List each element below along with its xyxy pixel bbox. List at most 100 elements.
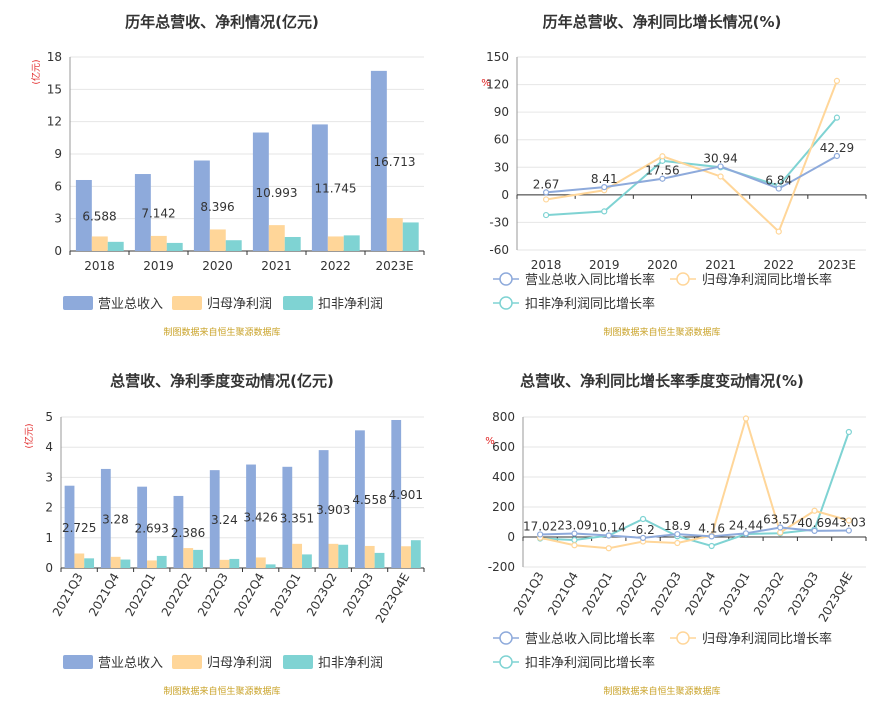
bar bbox=[338, 544, 349, 568]
y-tick-label: 4 bbox=[45, 440, 53, 454]
series-point bbox=[742, 415, 750, 422]
legend[interactable]: 营业总收入 归母净利润 扣非净利润 bbox=[63, 655, 383, 671]
bar bbox=[75, 179, 92, 251]
y-tick-label: 18 bbox=[47, 50, 62, 64]
y-tick-label: 3 bbox=[45, 470, 53, 484]
data-label: 2.725 bbox=[62, 521, 96, 535]
bar bbox=[327, 236, 344, 251]
legend-label: 营业总收入 bbox=[98, 656, 163, 671]
x-tick-label: 2022Q2 bbox=[159, 571, 195, 619]
data-label: 16.713 bbox=[374, 155, 416, 169]
bar bbox=[74, 553, 85, 568]
legend[interactable]: 营业总收入 归母净利润 扣非净利润 bbox=[63, 296, 383, 312]
data-label: 23.09 bbox=[557, 519, 591, 533]
y-tick-label: 400 bbox=[492, 470, 515, 484]
data-label: 2.67 bbox=[533, 177, 560, 191]
bar bbox=[318, 450, 329, 568]
bar bbox=[193, 549, 203, 568]
legend-swatch bbox=[172, 296, 202, 310]
x-tick-label: 2021 bbox=[705, 258, 736, 272]
y-tick-label: -200 bbox=[488, 560, 515, 574]
series-point bbox=[708, 542, 715, 550]
y-tick-label: 15 bbox=[47, 82, 62, 96]
series-point bbox=[605, 545, 612, 552]
series-point bbox=[639, 515, 647, 523]
y-tick-label: 200 bbox=[492, 500, 515, 514]
legend-label: 归母净利润同比增长率 bbox=[702, 631, 832, 647]
data-label: -6.2 bbox=[631, 523, 654, 537]
y-tick-label: 60 bbox=[494, 133, 509, 147]
data-label: 3.903 bbox=[316, 503, 350, 517]
x-tick-label: 2020 bbox=[202, 259, 233, 273]
x-tick-label: 2022Q3 bbox=[195, 571, 231, 619]
data-label: 6.84 bbox=[765, 174, 792, 188]
legend-marker bbox=[499, 296, 513, 310]
x-tick-label: 2022Q4 bbox=[682, 570, 718, 618]
bar bbox=[402, 222, 419, 251]
annual-amount-chart: 历年总营收、净利情况(亿元) (亿元) 0 3 6 9 12 15 18 2018 2019 20… bbox=[30, 13, 425, 338]
bar bbox=[282, 466, 293, 568]
legend-swatch bbox=[283, 296, 313, 310]
x-tick-label: 2019 bbox=[589, 258, 620, 272]
series-point bbox=[811, 527, 818, 534]
series-point bbox=[601, 208, 608, 215]
bar bbox=[292, 543, 303, 568]
series-line bbox=[545, 80, 838, 234]
bar bbox=[343, 235, 360, 251]
quarterly-growth-chart: 总营收、净利同比增长率季度变动情况(%) % -200 0 200 400 600 800… bbox=[485, 372, 867, 697]
bar bbox=[252, 132, 269, 251]
x-tick-label: 2022Q2 bbox=[614, 570, 650, 618]
data-label: 2.386 bbox=[171, 526, 205, 540]
series-point bbox=[775, 228, 782, 235]
legend-swatch bbox=[63, 655, 93, 669]
series-point bbox=[717, 163, 724, 170]
legend-label: 归母净利润 bbox=[207, 297, 272, 312]
bar bbox=[137, 486, 148, 568]
x-tick-label: 2023Q4E bbox=[816, 570, 856, 625]
data-label: 10.993 bbox=[256, 186, 298, 200]
bar bbox=[268, 225, 285, 251]
data-label: 17.56 bbox=[645, 164, 679, 178]
series-point bbox=[605, 532, 612, 539]
bar bbox=[107, 241, 124, 251]
plot-area: -60 -30 0 30 60 90 120 150 2018 2019 2020 2021 2022 2… bbox=[486, 50, 867, 272]
series-point bbox=[542, 196, 550, 203]
data-label: 6.588 bbox=[82, 209, 116, 223]
bar bbox=[134, 174, 151, 251]
legend-swatch bbox=[172, 655, 202, 669]
data-label: 42.29 bbox=[820, 141, 854, 155]
y-tick-label: 5 bbox=[45, 410, 53, 424]
y-tick-label: -30 bbox=[489, 215, 509, 229]
data-label: 7.142 bbox=[141, 207, 175, 221]
series-line bbox=[540, 431, 850, 548]
y-tick-label: 12 bbox=[47, 115, 62, 129]
y-tick-label: -60 bbox=[489, 243, 509, 257]
bar bbox=[391, 419, 402, 568]
source-note: 制图数据来自恒生聚源数据库 bbox=[603, 685, 720, 697]
series-point bbox=[833, 114, 841, 121]
series-point bbox=[542, 189, 550, 196]
legend-label: 归母净利润同比增长率 bbox=[702, 272, 832, 288]
series-point bbox=[571, 542, 578, 549]
legend-label: 营业总收入 bbox=[98, 297, 163, 312]
legend-label: 扣非净利润 bbox=[318, 297, 383, 312]
data-label: 8.396 bbox=[200, 200, 234, 214]
series-point bbox=[775, 185, 782, 192]
bar bbox=[328, 543, 339, 568]
x-tick-label: 2022 bbox=[763, 258, 794, 272]
y-tick-label: 0 bbox=[45, 561, 53, 575]
series-point bbox=[708, 533, 715, 540]
y-axis-unit: % bbox=[481, 78, 491, 89]
y-axis-unit: (亿元) bbox=[23, 423, 35, 448]
x-tick-label: 2023Q3 bbox=[785, 570, 821, 618]
x-tick-label: 2023E bbox=[375, 259, 413, 273]
legend-marker bbox=[676, 272, 690, 286]
bar bbox=[84, 558, 95, 568]
data-label: 24.44 bbox=[729, 518, 763, 532]
x-tick-label: 2021Q3 bbox=[50, 571, 86, 619]
series-point bbox=[845, 527, 852, 534]
x-tick-label: 2020 bbox=[647, 258, 678, 272]
